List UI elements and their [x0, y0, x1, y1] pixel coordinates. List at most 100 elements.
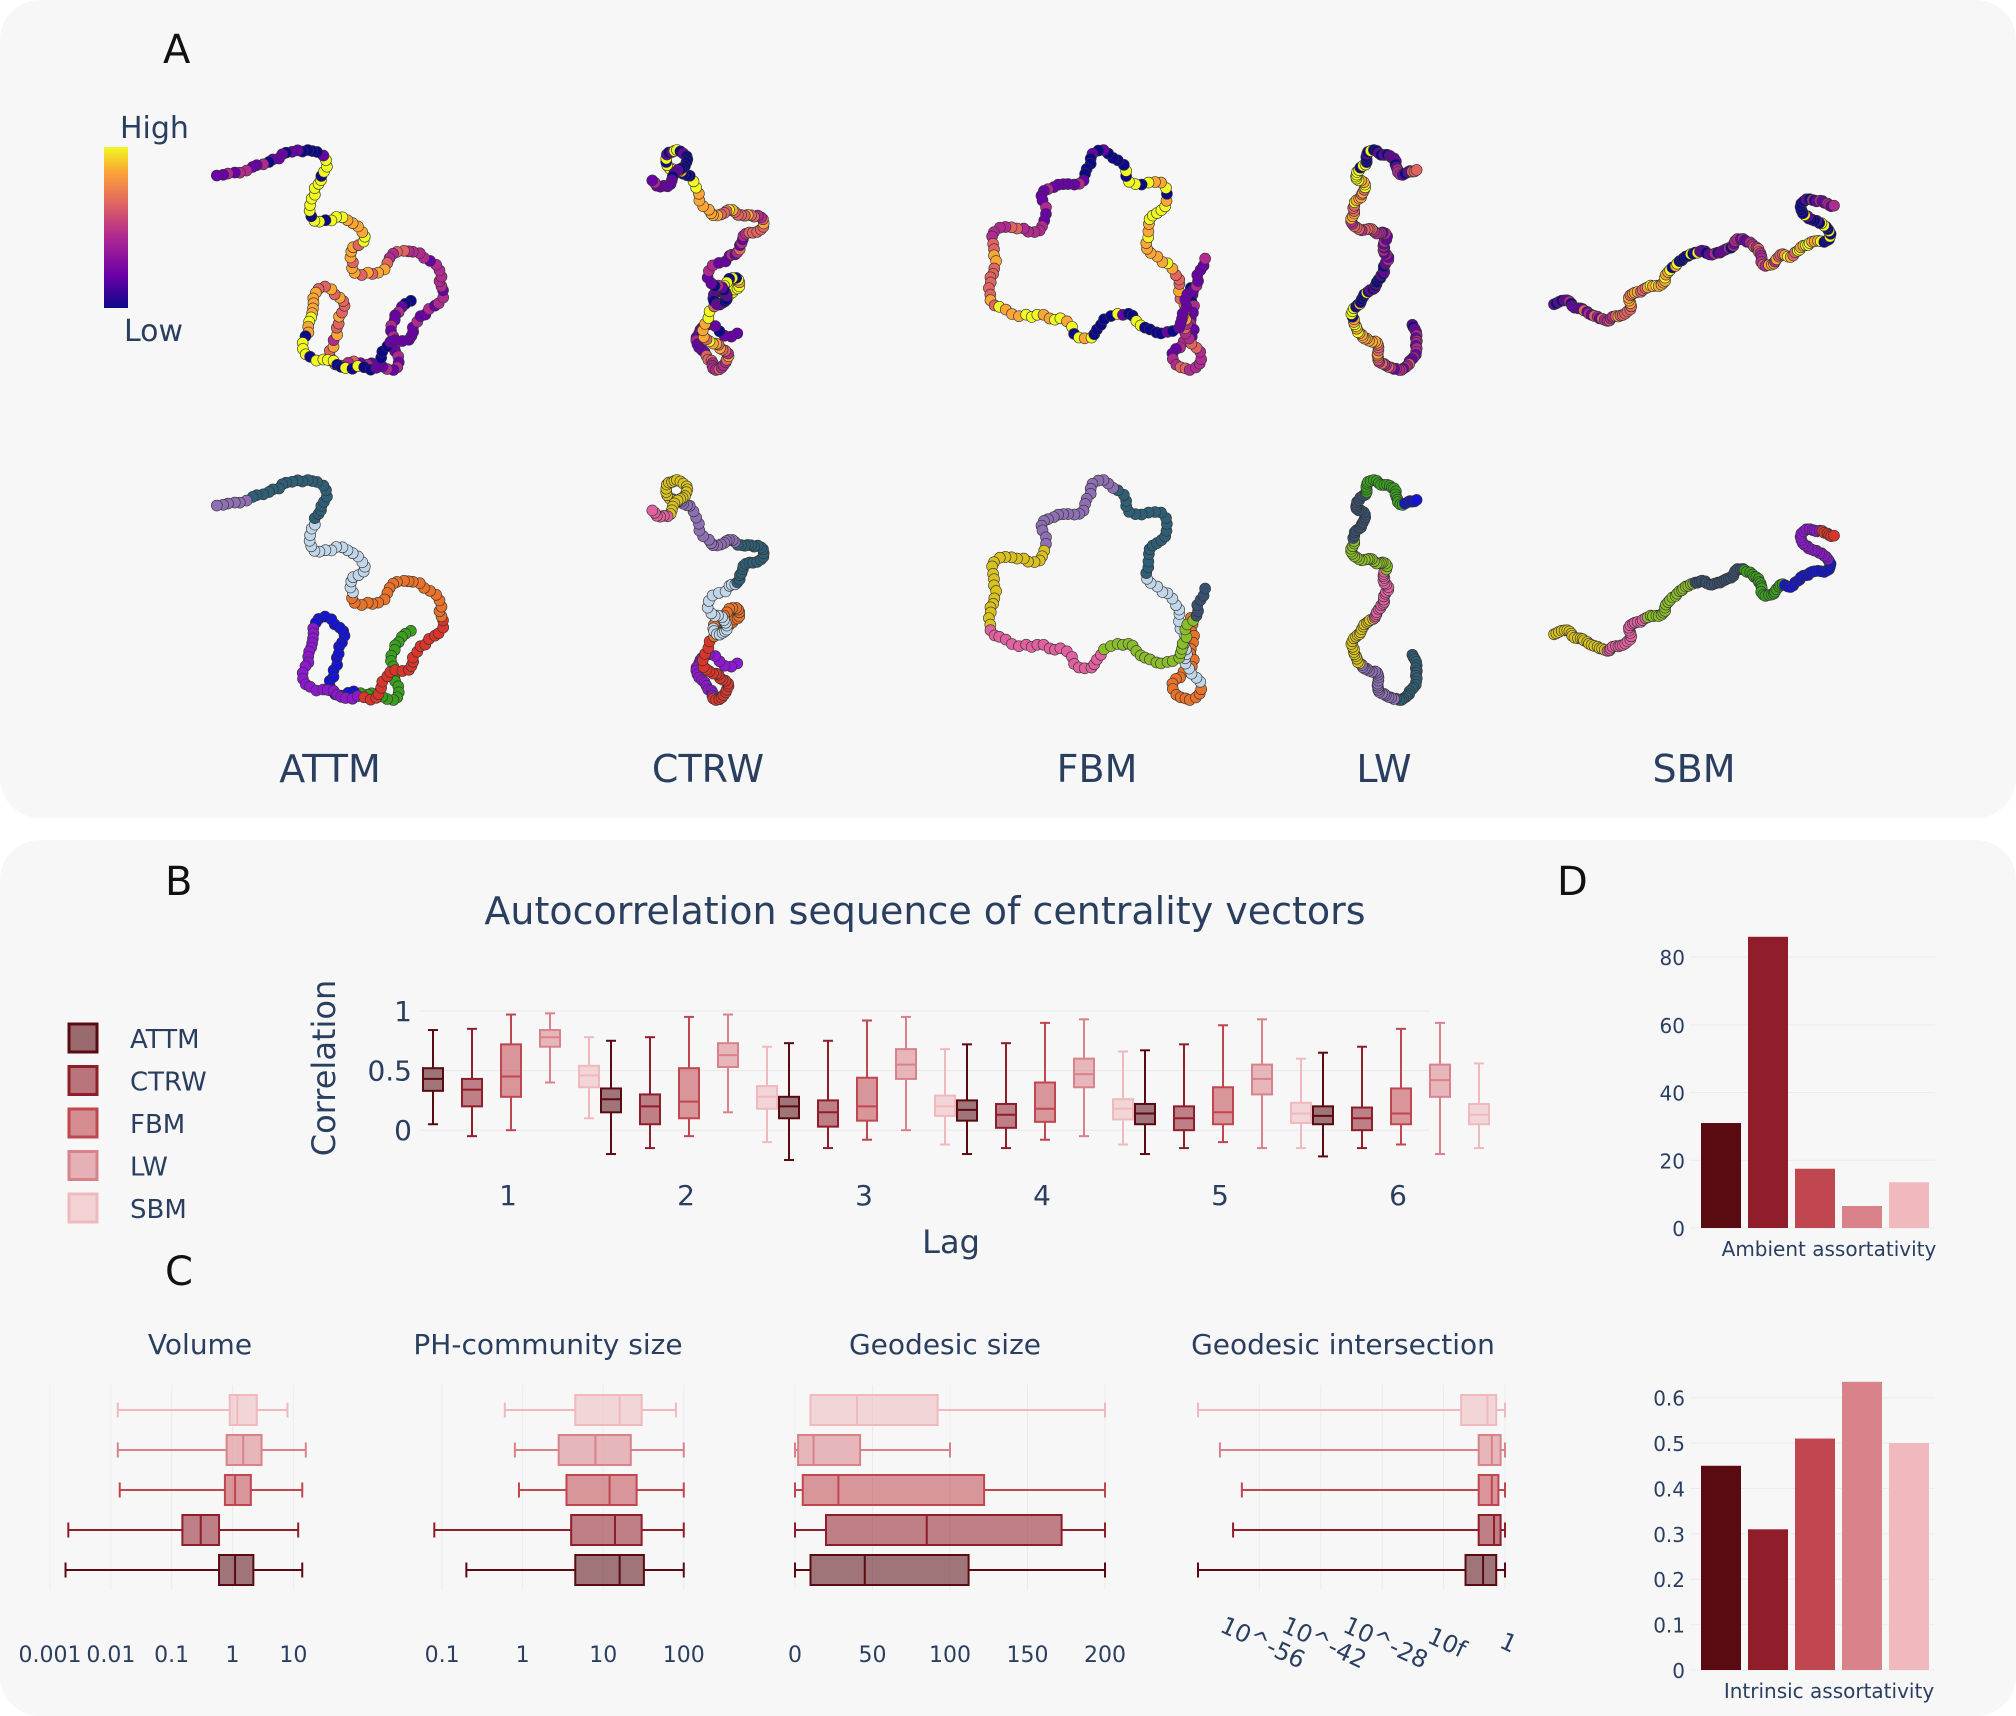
chart-c-box-ctrw [67, 1514, 300, 1546]
box-body [797, 1434, 862, 1466]
legend-swatch-ctrw [67, 1065, 99, 1096]
chart-c-xtick: 0 [788, 1643, 802, 1668]
chart-b-box-ctrw-lag2 [639, 1036, 661, 1150]
chart-c-xtick: 10f [1423, 1622, 1471, 1664]
chart-b-xtick: 2 [677, 1179, 695, 1212]
chart-d-ytick: 0.2 [1653, 1568, 1685, 1592]
trajectory-fbm-centrality [983, 144, 1211, 376]
chart-b-box-ctrw-lag3 [817, 1039, 839, 1150]
trajectory-point [210, 499, 223, 512]
chart-c-xtick: 100 [663, 1643, 705, 1668]
chart-c-panel-2: PH-community size 0.1 1 10 100 [413, 1328, 704, 1668]
legend-swatch-sbm [67, 1192, 99, 1224]
chart-c-box-fbm [118, 1474, 304, 1506]
panel-letter-b: B [165, 859, 192, 905]
chart-c-xtick: 0.01 [86, 1643, 135, 1668]
chart-b-box-fbm-lag2 [678, 1015, 700, 1138]
chart-b-box-fbm-lag6 [1390, 1027, 1412, 1146]
chart-d-bar-ctrw [1748, 1529, 1788, 1670]
chart-b-box-attm-lag2 [600, 1039, 622, 1156]
model-label-fbm: FBM [1057, 747, 1138, 791]
box-body [809, 1554, 970, 1586]
chart-b-box-fbm-lag3 [856, 1019, 878, 1141]
chart-c-xtick: 10 [589, 1643, 617, 1668]
chart-c-box-fbm [1240, 1474, 1506, 1506]
box-body [574, 1554, 645, 1586]
chart-d-ytick: 0 [1672, 1659, 1685, 1683]
box-body [1477, 1434, 1502, 1466]
box-body [574, 1394, 643, 1426]
trajectory-point [1199, 252, 1211, 265]
chart-c-box-lw [794, 1434, 951, 1466]
chart-c-box-attm [1197, 1554, 1506, 1586]
chart-d-bar-lw [1842, 1381, 1882, 1670]
trajectory-attm-communities [210, 474, 450, 706]
chart-d-xlabel: Ambient assortativity [1722, 1237, 1937, 1261]
chart-b-box-fbm-lag1 [500, 1013, 522, 1132]
legend-swatch-lw [67, 1150, 99, 1181]
panel-letter-d: D [1557, 859, 1588, 905]
legend-swatch-attm [67, 1022, 99, 1054]
box-body [809, 1394, 939, 1426]
legend-label-lw: LW [130, 1153, 168, 1183]
chart-b-ytick: 1 [394, 995, 412, 1028]
chart-c-box-attm [794, 1554, 1106, 1586]
chart-d-plots: 0 20 40 60 80 Ambient assortativity 0 0.1 0.2 0.3… [1653, 936, 1937, 1703]
chart-c-box-sbm [1197, 1394, 1506, 1426]
chart-c-xtick: 1 [516, 1643, 530, 1668]
legend-label-attm: ATTM [130, 1025, 200, 1055]
chart-b-xtick: 6 [1389, 1179, 1407, 1212]
colorbar-low-label: Low [124, 314, 183, 349]
panel-letter-a: A [163, 27, 191, 73]
chart-c-xtick: 10 [279, 1643, 307, 1668]
chart-c-box-lw [513, 1434, 685, 1466]
chart-b-box-attm-lag1 [422, 1029, 444, 1126]
chart-d-bar-attm [1701, 1123, 1741, 1228]
chart-b-box-lw-lag1 [539, 1012, 561, 1084]
chart-c-xtick: 0.1 [425, 1643, 460, 1668]
chart-c-title: PH-community size [413, 1328, 682, 1361]
chart-c-box-lw [116, 1434, 307, 1466]
chart-d-ytick: 0.4 [1653, 1477, 1685, 1501]
box-body [817, 1099, 839, 1128]
box-body [1390, 1087, 1412, 1126]
chart-b-plot: 1 0.5 0 1 2 3 4 5 6 [367, 995, 1490, 1212]
chart-c-box-attm [465, 1554, 685, 1586]
trajectory-sbm-communities [1548, 523, 1840, 657]
trajectory-lw-communities [1345, 474, 1423, 706]
chart-c-xtick: 1 [226, 1643, 240, 1668]
chart-b-box-lw-lag6 [1429, 1021, 1451, 1156]
chart-c-box-sbm [116, 1394, 289, 1426]
chart-b-box-lw-lag4 [1073, 1018, 1095, 1138]
chart-b-box-lw-lag5 [1251, 1018, 1273, 1150]
chart-c-xtick: 200 [1084, 1643, 1126, 1668]
chart-d-bar-ctrw [1748, 936, 1788, 1228]
chart-b-legend: ATTM CTRW FBM LW SBM [67, 1022, 207, 1225]
trajectory-point [646, 504, 659, 517]
box-body [500, 1043, 522, 1098]
chart-b-box-lw-lag3 [895, 1015, 917, 1132]
chart-b-box-lw-lag2 [717, 1013, 739, 1114]
box-body [1477, 1514, 1502, 1546]
chart-c-box-sbm [809, 1394, 1106, 1426]
chart-c-panel-4: Geodesic intersection10^-5610^-4210^-281… [1191, 1328, 1521, 1674]
box-body [1477, 1474, 1500, 1506]
chart-c-xtick: 1 [1496, 1627, 1522, 1659]
box-body [825, 1514, 1063, 1546]
chart-c-xtick: 150 [1007, 1643, 1049, 1668]
chart-c-box-fbm [517, 1474, 685, 1506]
box-body [856, 1076, 878, 1122]
box-body [678, 1067, 700, 1120]
chart-d-bar-fbm [1795, 1438, 1835, 1670]
chart-d-ytick: 0.6 [1653, 1387, 1685, 1411]
chart-b-xtick: 3 [855, 1179, 873, 1212]
box-body [778, 1095, 800, 1120]
chart-b-title: Autocorrelation sequence of centrality v… [484, 889, 1365, 933]
model-label-sbm: SBM [1653, 747, 1736, 791]
chart-b-box-sbm-lag6 [1468, 1062, 1490, 1150]
chart-b-box-attm-lag5 [1134, 1049, 1156, 1156]
chart-c-box-attm [64, 1554, 304, 1586]
box-body [1212, 1086, 1234, 1126]
chart-b-box-attm-lag4 [956, 1043, 978, 1156]
